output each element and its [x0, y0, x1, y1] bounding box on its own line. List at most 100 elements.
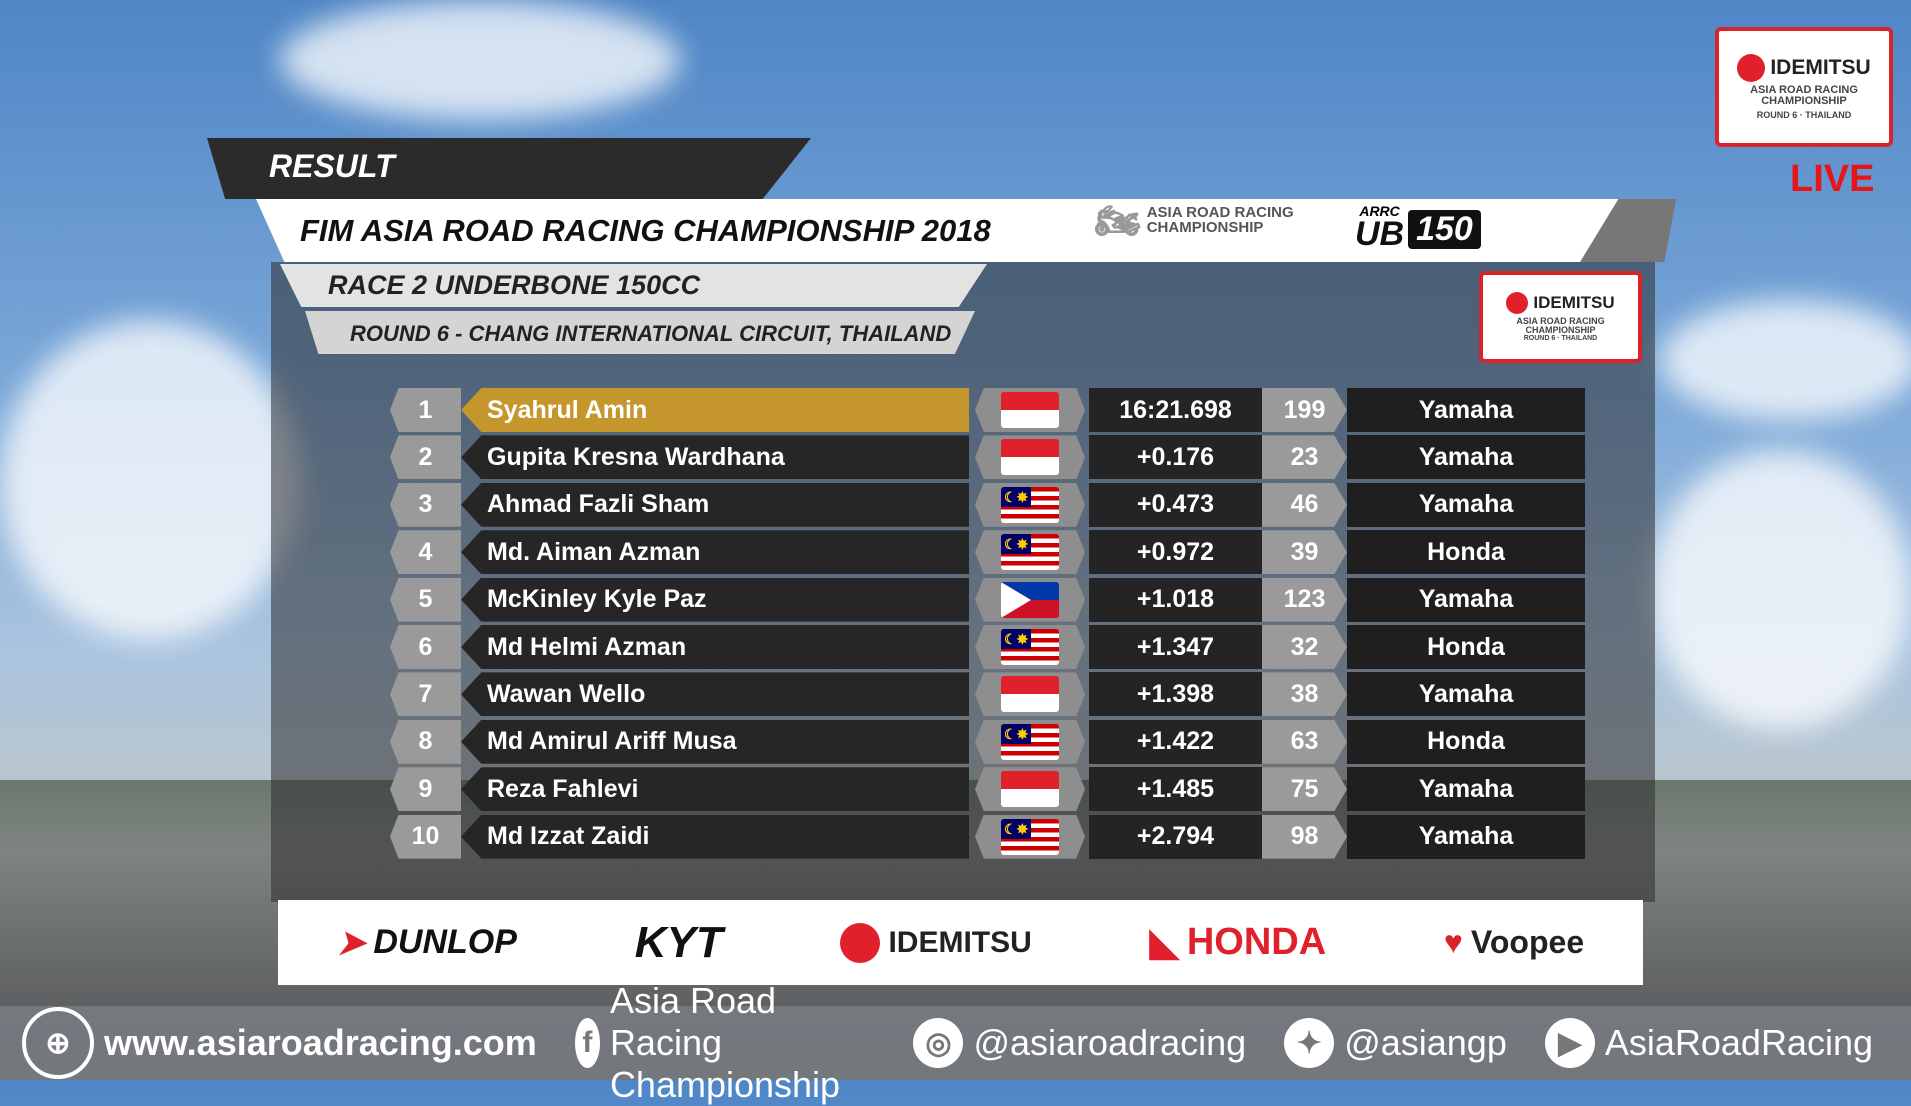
- line1: ASIA ROAD RACING: [1750, 84, 1858, 96]
- globe-icon: ⊕: [22, 1007, 94, 1079]
- team: Yamaha: [1347, 388, 1585, 432]
- footer-twitter[interactable]: ✦ @asiangp: [1284, 1018, 1507, 1068]
- race-time: +0.176: [1089, 435, 1262, 480]
- team: Yamaha: [1347, 435, 1585, 480]
- malaysia-flag-icon: ☾✸: [1001, 818, 1059, 855]
- line2: CHAMPIONSHIP: [1761, 95, 1847, 107]
- sponsor-honda: ◣ HONDA: [1150, 920, 1327, 965]
- position: 5: [390, 577, 461, 622]
- rider-name: Gupita Kresna Wardhana: [461, 435, 969, 480]
- sponsor-dunlop: ➤ DUNLOP: [337, 923, 517, 963]
- team: Yamaha: [1347, 577, 1585, 622]
- rider-number: 39: [1262, 530, 1347, 575]
- malaysia-flag-icon: ☾✸: [1001, 629, 1059, 665]
- position: 2: [390, 435, 461, 480]
- rider-icon: 🏍: [1095, 199, 1141, 241]
- footer-facebook-text: Asia Road Racing Championship: [609, 980, 841, 1105]
- position: 3: [390, 482, 461, 527]
- sponsor-kyt: KYT: [635, 918, 723, 968]
- line3: ROUND 6 · THAILAND: [1756, 110, 1852, 120]
- idemitsu-icon: [1737, 54, 1766, 82]
- team: Yamaha: [1347, 814, 1585, 859]
- flag-cell: [975, 388, 1085, 432]
- race-time: +0.972: [1089, 530, 1262, 575]
- malaysia-flag-icon: ☾✸: [1001, 486, 1059, 523]
- result-row: 9 Reza Fahlevi +1.485 75 Yamaha: [390, 767, 1585, 812]
- arrc-logo: 🏍 ASIA ROAD RACING CHAMPIONSHIP: [1095, 199, 1294, 241]
- team: Yamaha: [1347, 767, 1585, 812]
- round-name: ROUND 6 - CHANG INTERNATIONAL CIRCUIT, T…: [305, 311, 975, 354]
- result-row: 8 Md Amirul Ariff Musa ☾✸ +1.422 63 Hond…: [390, 719, 1585, 764]
- rider-name: Md Amirul Ariff Musa: [461, 719, 969, 764]
- footer-instagram-text: @asiaroadracing: [973, 1022, 1247, 1063]
- rider-name: Ahmad Fazli Sham: [461, 482, 969, 527]
- sponsor-label: Voopee: [1470, 924, 1585, 960]
- flag-cell: ☾✸: [975, 482, 1085, 527]
- rider-number: 38: [1262, 672, 1347, 717]
- position: 4: [390, 530, 461, 575]
- sponsor-label: KYT: [634, 917, 723, 967]
- sponsor-label: HONDA: [1186, 921, 1327, 963]
- footer-twitter-text: @asiangp: [1344, 1022, 1507, 1063]
- malaysia-flag-icon: ☾✸: [1001, 723, 1059, 760]
- race-time: +2.794: [1089, 814, 1262, 859]
- indonesia-flag-icon: [1001, 676, 1059, 713]
- rider-name: Md. Aiman Azman: [461, 530, 969, 575]
- line1: ASIA ROAD RACING: [1516, 316, 1605, 326]
- rider-number: 75: [1262, 767, 1347, 812]
- footer-facebook[interactable]: f Asia Road Racing Championship: [574, 980, 876, 1106]
- team: Yamaha: [1347, 482, 1585, 527]
- ub150-logo: ARRC UB 150: [1355, 203, 1481, 253]
- result-banner: RESULT: [207, 138, 811, 199]
- cloud: [280, 0, 680, 120]
- position: 9: [390, 767, 461, 812]
- result-row: 2 Gupita Kresna Wardhana +0.176 23 Yamah…: [390, 435, 1585, 480]
- cloud: [1650, 450, 1911, 730]
- rider-number: 46: [1262, 482, 1347, 527]
- idemitsu-round-logo: IDEMITSU ASIA ROAD RACING CHAMPIONSHIP ROU…: [1479, 271, 1642, 363]
- footer-youtube[interactable]: ▶ AsiaRoadRacing: [1544, 1018, 1873, 1068]
- ub-logo-top: ARRC: [1359, 203, 1400, 219]
- rider-number: 199: [1262, 388, 1347, 432]
- rider-number: 23: [1262, 435, 1347, 480]
- youtube-icon: ▶: [1544, 1018, 1595, 1068]
- rider-number: 32: [1262, 625, 1347, 669]
- live-indicator: LIVE: [1790, 158, 1875, 200]
- rider-name: Wawan Wello: [461, 672, 969, 717]
- brand: IDEMITSU: [1533, 293, 1615, 312]
- result-row: 1 Syahrul Amin 16:21.698 199 Yamaha: [390, 388, 1585, 432]
- malaysia-flag-icon: ☾✸: [1001, 534, 1059, 571]
- instagram-icon: ◎: [913, 1018, 964, 1068]
- sponsor-label: IDEMITSU: [888, 925, 1032, 959]
- flag-cell: ☾✸: [975, 814, 1085, 859]
- result-row: 6 Md Helmi Azman ☾✸ +1.347 32 Honda: [390, 625, 1585, 669]
- race-time: +1.398: [1089, 672, 1262, 717]
- line3: ROUND 6 · THAILAND: [1523, 335, 1598, 342]
- result-row: 4 Md. Aiman Azman ☾✸ +0.972 39 Honda: [390, 530, 1585, 575]
- race-time: +0.473: [1089, 482, 1262, 527]
- sponsor-bar: ➤ DUNLOP KYT IDEMITSU ◣ HONDA ♥ Voopee: [278, 900, 1643, 985]
- team: Honda: [1347, 719, 1585, 764]
- flag-cell: ☾✸: [975, 625, 1085, 669]
- sponsor-label: DUNLOP: [373, 923, 517, 961]
- facebook-icon: f: [574, 1018, 600, 1068]
- footer-website[interactable]: ⊕ www.asiaroadracing.com: [22, 1007, 537, 1079]
- flag-cell: [975, 672, 1085, 717]
- rider-name: McKinley Kyle Paz: [461, 577, 969, 622]
- idemitsu-icon: [1506, 292, 1529, 314]
- result-row: 7 Wawan Wello +1.398 38 Yamaha: [390, 672, 1585, 717]
- footer-instagram[interactable]: ◎ @asiaroadracing: [913, 1018, 1246, 1068]
- rider-number: 63: [1262, 719, 1347, 764]
- rider-name: Md Helmi Azman: [461, 625, 969, 669]
- voopee-heart-icon: ♥: [1443, 924, 1463, 960]
- race-time: +1.422: [1089, 719, 1262, 764]
- championship-title: FIM ASIA ROAD RACING CHAMPIONSHIP 2018: [300, 213, 991, 248]
- ub-logo-left: UB: [1355, 215, 1405, 253]
- team: Yamaha: [1347, 672, 1585, 717]
- brand: IDEMITSU: [1770, 56, 1871, 79]
- race-time: +1.485: [1089, 767, 1262, 812]
- cloud: [0, 320, 300, 640]
- race-name: RACE 2 UNDERBONE 150CC: [280, 264, 987, 307]
- position: 10: [390, 814, 461, 859]
- rider-name: Syahrul Amin: [461, 388, 969, 432]
